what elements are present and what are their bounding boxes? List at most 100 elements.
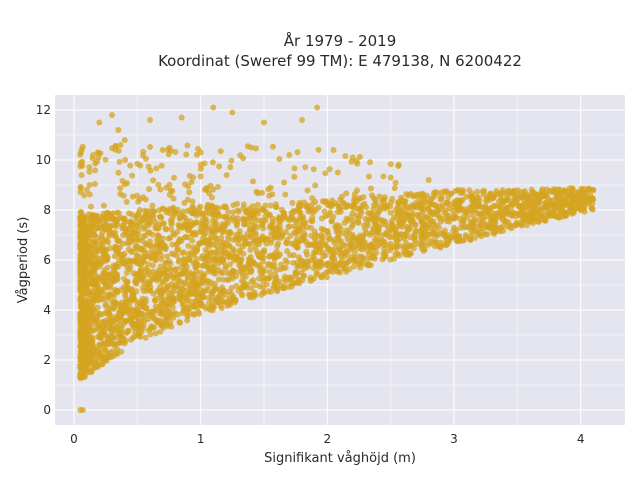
data-point	[349, 154, 356, 161]
data-point	[255, 210, 261, 217]
data-point	[291, 165, 298, 172]
data-point	[197, 165, 204, 172]
data-point	[165, 151, 172, 158]
data-point	[168, 323, 175, 330]
data-point	[168, 219, 175, 226]
data-point	[216, 276, 222, 283]
data-point	[239, 272, 246, 279]
data-point	[129, 193, 136, 200]
data-point	[286, 223, 293, 230]
data-point	[86, 191, 93, 198]
data-point	[263, 236, 270, 243]
data-point	[158, 297, 165, 304]
data-point	[161, 265, 168, 272]
data-point	[485, 224, 492, 231]
data-point	[190, 271, 197, 278]
data-point	[150, 177, 157, 184]
data-point	[125, 308, 132, 315]
data-point	[252, 145, 259, 152]
data-point	[329, 268, 336, 275]
data-point	[227, 300, 234, 307]
data-point	[189, 230, 196, 236]
data-point	[556, 186, 563, 193]
data-point	[186, 189, 193, 196]
data-point	[123, 329, 130, 336]
data-point	[230, 236, 237, 243]
data-point	[142, 232, 149, 239]
data-point	[107, 222, 114, 229]
data-point	[185, 243, 192, 249]
data-point	[401, 235, 408, 242]
data-point	[236, 236, 243, 243]
data-point	[479, 225, 486, 232]
data-point	[108, 333, 115, 340]
data-point	[396, 243, 403, 249]
data-point	[113, 315, 120, 322]
data-point	[511, 199, 518, 206]
data-point	[184, 271, 191, 278]
data-point	[399, 220, 406, 227]
data-point	[365, 173, 372, 180]
data-point	[299, 117, 305, 123]
data-point	[132, 277, 138, 284]
data-point	[135, 198, 142, 205]
data-point	[140, 152, 147, 159]
data-point	[195, 240, 202, 247]
data-point	[95, 149, 102, 156]
data-points	[77, 104, 597, 413]
data-point	[114, 209, 121, 216]
data-point	[276, 156, 283, 162]
data-point	[135, 329, 142, 336]
data-point	[479, 219, 486, 226]
data-point	[97, 334, 104, 341]
data-point	[542, 200, 549, 207]
data-point	[140, 225, 147, 232]
data-point	[265, 186, 272, 193]
data-point	[184, 312, 191, 319]
data-point	[77, 184, 84, 190]
data-point	[560, 213, 567, 220]
data-point	[437, 244, 444, 251]
data-point	[371, 253, 378, 260]
data-point	[239, 278, 245, 284]
data-point	[535, 199, 542, 206]
data-point	[213, 256, 220, 263]
data-point	[139, 247, 146, 254]
data-point	[226, 243, 233, 250]
data-point	[277, 216, 284, 223]
data-point	[153, 236, 160, 243]
data-point	[312, 182, 319, 189]
data-point	[184, 142, 191, 149]
data-point	[174, 311, 181, 318]
data-point	[100, 327, 107, 334]
data-point	[395, 161, 402, 168]
data-point	[116, 158, 123, 165]
data-point	[140, 301, 147, 308]
data-point	[349, 203, 355, 210]
data-point	[387, 161, 394, 168]
data-point	[126, 240, 133, 247]
data-point	[266, 192, 273, 199]
data-point	[219, 229, 226, 236]
data-point	[150, 243, 157, 250]
data-point	[86, 168, 93, 175]
data-point	[333, 222, 340, 229]
data-point	[102, 217, 109, 224]
data-point	[120, 320, 127, 327]
data-point	[318, 274, 325, 281]
data-point	[266, 253, 273, 260]
data-point	[173, 266, 180, 273]
data-point	[181, 234, 188, 241]
data-point	[96, 119, 103, 126]
data-point	[206, 300, 213, 307]
data-point	[143, 287, 150, 294]
data-point	[267, 202, 274, 209]
data-point	[493, 224, 500, 231]
data-point	[158, 293, 165, 299]
data-point	[190, 244, 196, 251]
data-point	[343, 203, 350, 210]
data-point	[77, 189, 84, 196]
data-point	[281, 285, 288, 292]
data-point	[454, 198, 461, 205]
data-point	[508, 207, 515, 214]
